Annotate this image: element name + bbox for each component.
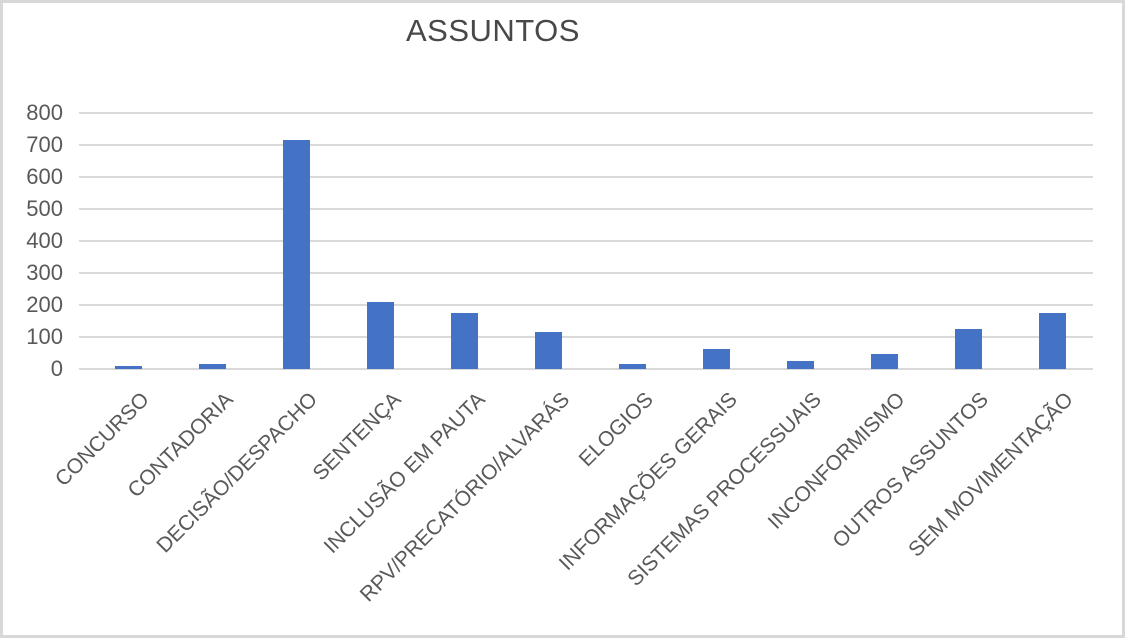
x-category-label: SEM MOVIMENTAÇÃO xyxy=(903,388,1078,562)
bar xyxy=(535,332,563,369)
gridline xyxy=(79,240,1093,242)
bar xyxy=(1038,313,1066,369)
bar xyxy=(702,349,730,369)
bar-slot xyxy=(591,113,675,369)
x-category-label: INCLUSÃO EM PAUTA xyxy=(319,388,490,559)
y-tick-label: 300 xyxy=(26,260,63,285)
gridline xyxy=(79,112,1093,114)
bar xyxy=(199,363,227,369)
bar xyxy=(786,361,814,369)
bar-slot xyxy=(926,113,1010,369)
bar-slot xyxy=(171,113,255,369)
x-category-label: OUTROS ASSUNTOS xyxy=(828,388,994,553)
y-tick-label: 200 xyxy=(26,292,63,317)
gridline xyxy=(79,368,1093,370)
bar xyxy=(451,313,479,369)
bar-slot xyxy=(1010,113,1094,369)
bar-slot xyxy=(507,113,591,369)
gridline xyxy=(79,272,1093,274)
bar-slot xyxy=(758,113,842,369)
y-tick-label: 100 xyxy=(26,324,63,349)
bar xyxy=(954,329,982,369)
plot-area xyxy=(79,112,1093,370)
x-category-label: INCONFORMISMO xyxy=(763,388,910,534)
gridline xyxy=(79,144,1093,146)
bars-layer xyxy=(87,113,1094,369)
bar xyxy=(367,302,395,369)
y-tick-label: 500 xyxy=(26,196,63,221)
gridline xyxy=(79,176,1093,178)
bar xyxy=(618,364,646,369)
x-category-label: DECISÃO/DESPACHO xyxy=(152,388,323,558)
gridline xyxy=(79,208,1093,210)
y-tick-label: 600 xyxy=(26,164,63,189)
chart-title: ASSUNTOS xyxy=(406,13,580,48)
bar xyxy=(870,353,898,369)
gridline xyxy=(79,336,1093,338)
bar-slot xyxy=(423,113,507,369)
bar-slot xyxy=(255,113,339,369)
bar-slot xyxy=(842,113,926,369)
bar xyxy=(283,139,311,369)
bar-slot xyxy=(87,113,171,369)
bar-slot xyxy=(339,113,423,369)
bar-slot xyxy=(674,113,758,369)
x-category-label: ELOGIOS xyxy=(574,388,658,472)
y-tick-label: 700 xyxy=(26,132,63,157)
y-tick-label: 800 xyxy=(26,100,63,125)
gridline xyxy=(79,304,1093,306)
y-tick-label: 400 xyxy=(26,228,63,253)
y-tick-label: 0 xyxy=(50,356,63,381)
bar xyxy=(115,366,143,369)
